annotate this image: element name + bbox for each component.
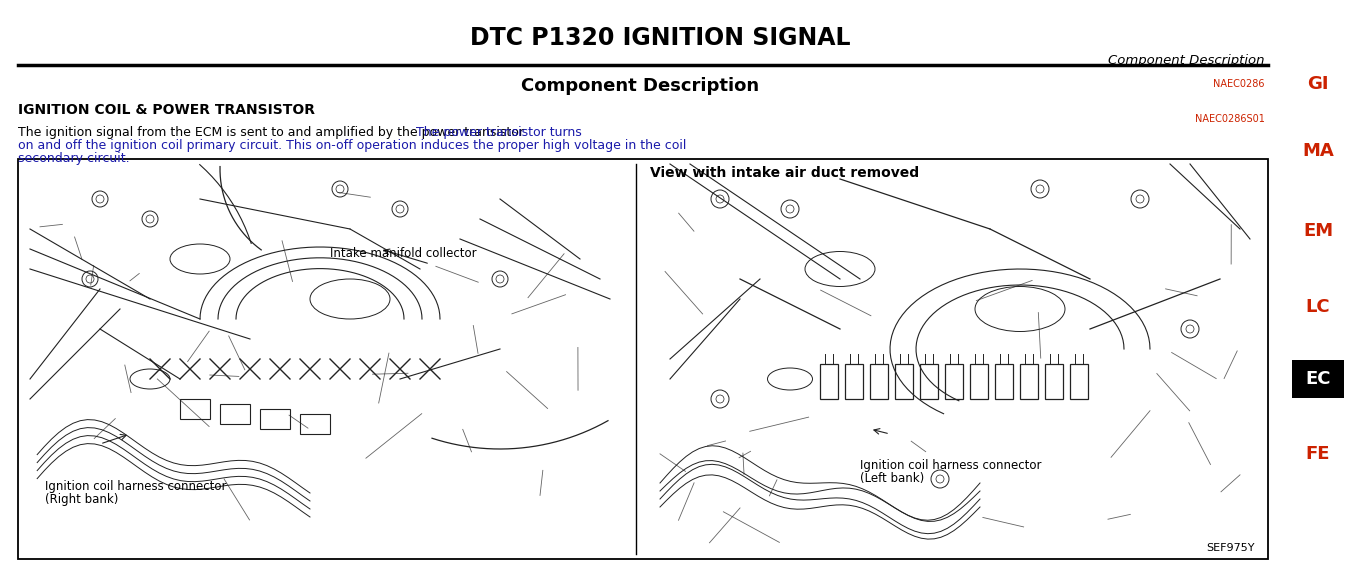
Bar <box>845 364 862 399</box>
Text: LC: LC <box>1306 298 1330 316</box>
Bar <box>18 159 1268 559</box>
Text: Component Description: Component Description <box>1108 54 1265 67</box>
Text: The ignition signal from the ECM is sent to and amplified by the power transisto: The ignition signal from the ECM is sent… <box>18 126 532 139</box>
Text: SEF975Y: SEF975Y <box>1207 543 1256 553</box>
Text: FE: FE <box>1306 445 1330 463</box>
Text: Ignition coil harness connector: Ignition coil harness connector <box>860 459 1041 472</box>
Text: (Right bank): (Right bank) <box>45 493 118 506</box>
Text: The power transistor turns: The power transistor turns <box>416 126 582 139</box>
Bar <box>1292 360 1344 398</box>
Text: IGNITION COIL & POWER TRANSISTOR: IGNITION COIL & POWER TRANSISTOR <box>18 103 315 117</box>
Bar <box>1045 364 1063 399</box>
Text: View with intake air duct removed: View with intake air duct removed <box>650 166 919 180</box>
Text: NAEC0286S01: NAEC0286S01 <box>1195 114 1265 124</box>
Text: NAEC0286: NAEC0286 <box>1214 79 1265 89</box>
Text: secondary circuit.: secondary circuit. <box>18 152 130 165</box>
Bar <box>919 364 938 399</box>
Bar <box>871 364 888 399</box>
Bar <box>260 409 290 429</box>
Text: EM: EM <box>1303 222 1333 240</box>
Bar <box>995 364 1013 399</box>
Text: (Left bank): (Left bank) <box>860 472 925 485</box>
Bar <box>220 404 250 424</box>
Text: Intake manifold collector: Intake manifold collector <box>330 247 476 260</box>
Text: Component Description: Component Description <box>521 77 759 95</box>
Bar <box>945 364 963 399</box>
Bar <box>1020 364 1037 399</box>
Text: on and off the ignition coil primary circuit. This on-off operation induces the : on and off the ignition coil primary cir… <box>18 139 686 152</box>
Bar <box>300 414 330 434</box>
Bar <box>970 364 989 399</box>
Bar <box>820 364 838 399</box>
Bar <box>895 364 913 399</box>
Bar <box>1070 364 1088 399</box>
Text: DTC P1320 IGNITION SIGNAL: DTC P1320 IGNITION SIGNAL <box>469 26 850 50</box>
Text: GI: GI <box>1307 75 1329 93</box>
Bar <box>180 399 210 419</box>
Text: EC: EC <box>1306 370 1330 388</box>
Text: MA: MA <box>1302 142 1334 160</box>
Text: Ignition coil harness connector: Ignition coil harness connector <box>45 480 226 493</box>
